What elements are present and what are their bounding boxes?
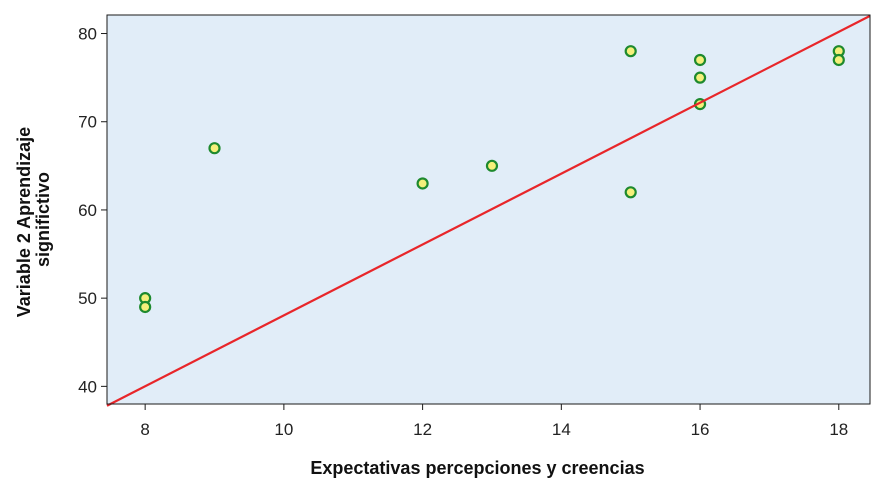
x-tick-label-12: 12 [413,420,432,439]
data-point-9 [693,71,707,84]
y-tick-label-50: 50 [78,289,97,308]
x-tick-label-10: 10 [274,420,293,439]
data-point-8 [693,53,707,67]
y-tick-label-40: 40 [78,377,97,396]
x-axis-title: Expectativas percepciones y creencias [310,458,644,478]
y-axis-title: Variable 2 Aprendizaje significtivo [14,122,53,317]
x-axis: 8 10 12 14 16 18 [140,404,848,439]
data-point-4 [416,177,429,190]
data-point-12 [832,53,845,67]
y-axis: 40 50 60 70 80 [78,25,107,396]
y-axis-title-line-1: Variable 2 Aprendizaje [14,127,34,317]
data-point-3 [208,142,221,155]
x-tick-label-18: 18 [829,420,848,439]
data-points [139,45,845,314]
x-tick-label-14: 14 [552,420,571,439]
x-tick-label-8: 8 [140,420,149,439]
data-point-6 [624,45,637,58]
data-point-5 [485,159,499,172]
data-point-2 [139,300,152,314]
y-tick-label-70: 70 [78,113,97,132]
y-tick-label-80: 80 [78,25,97,44]
y-axis-title-line-2: significtivo [33,172,53,267]
x-tick-label-16: 16 [691,420,710,439]
fit-line [106,14,871,407]
y-tick-label-60: 60 [78,201,97,220]
data-point-7 [624,186,637,199]
